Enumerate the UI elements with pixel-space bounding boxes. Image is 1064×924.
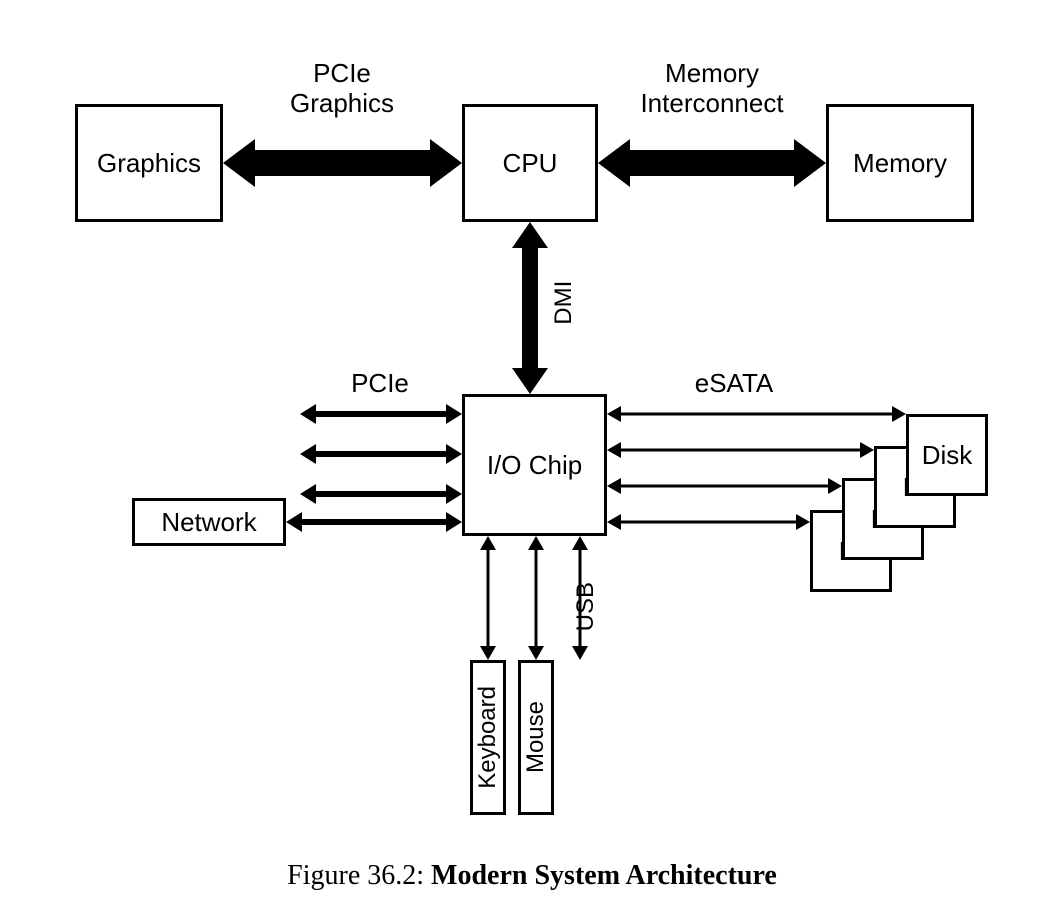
node-label: Graphics [97, 148, 201, 179]
edge-pcie-2 [300, 444, 462, 464]
edge-usb-mouse [528, 536, 544, 660]
node-label: Keyboard [474, 686, 502, 789]
edge-io-network [286, 512, 462, 532]
edge-cpu-graphics [223, 139, 462, 187]
node-keyboard: Keyboard [470, 660, 506, 815]
edge-esata-1 [607, 406, 906, 422]
caption-title: Modern System Architecture [431, 860, 777, 891]
edge-label-esata: eSATA [695, 369, 774, 399]
edge-esata-4 [607, 514, 810, 530]
node-label: Disk [922, 440, 973, 471]
edge-label-memory-interconnect: Memory Interconnect [640, 59, 783, 119]
edge-label-dmi: DMI [550, 281, 578, 332]
edge-label-pcie: PCIe [351, 369, 409, 399]
node-label: Network [161, 507, 256, 538]
edge-esata-2 [607, 442, 874, 458]
edge-pcie-3 [300, 484, 462, 504]
node-io-chip: I/O Chip [462, 394, 607, 536]
edge-esata-3 [607, 478, 842, 494]
edge-cpu-io [512, 222, 548, 394]
node-network: Network [132, 498, 286, 546]
node-disk: Disk [906, 414, 988, 496]
edge-label-usb: USB [572, 582, 600, 638]
node-memory: Memory [826, 104, 974, 222]
node-label: Memory [853, 148, 947, 179]
node-label: CPU [503, 148, 558, 179]
caption-prefix: Figure 36.2: [287, 860, 431, 891]
edge-cpu-memory [598, 139, 826, 187]
edge-pcie-1 [300, 404, 462, 424]
node-graphics: Graphics [75, 104, 223, 222]
edge-usb-kbd [480, 536, 496, 660]
node-mouse: Mouse [518, 660, 554, 815]
node-cpu: CPU [462, 104, 598, 222]
diagram-canvas: Graphics CPU Memory I/O Chip Network Di … [0, 0, 1064, 924]
node-label: I/O Chip [487, 450, 582, 481]
figure-caption: Figure 36.2: Modern System Architecture [0, 860, 1064, 892]
node-label: Mouse [522, 701, 550, 773]
edge-label-pcie-graphics: PCIe Graphics [290, 59, 394, 119]
